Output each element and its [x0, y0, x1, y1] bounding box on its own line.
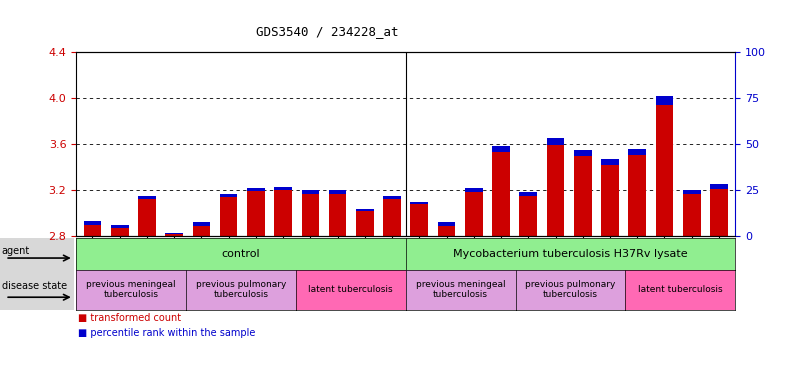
Bar: [519, 192, 537, 196]
Text: ■ percentile rank within the sample: ■ percentile rank within the sample: [78, 328, 256, 338]
Text: latent tuberculosis: latent tuberculosis: [638, 285, 723, 294]
Bar: [437, 222, 456, 236]
Text: latent tuberculosis: latent tuberculosis: [308, 285, 393, 294]
Bar: [83, 221, 101, 225]
Text: previous meningeal
tuberculosis: previous meningeal tuberculosis: [416, 280, 505, 300]
Bar: [192, 222, 210, 236]
Bar: [656, 96, 674, 236]
Bar: [410, 202, 429, 236]
Bar: [83, 221, 101, 236]
Text: previous pulmonary
tuberculosis: previous pulmonary tuberculosis: [525, 280, 616, 300]
Bar: [383, 196, 401, 236]
Bar: [165, 233, 183, 235]
Bar: [356, 209, 374, 236]
Bar: [710, 184, 728, 189]
Text: previous meningeal
tuberculosis: previous meningeal tuberculosis: [87, 280, 176, 300]
Bar: [546, 138, 565, 145]
Bar: [492, 146, 510, 236]
Bar: [192, 222, 210, 226]
Bar: [165, 233, 183, 236]
Bar: [410, 202, 429, 204]
Text: ■ transformed count: ■ transformed count: [78, 313, 182, 323]
Bar: [301, 190, 320, 236]
Bar: [138, 196, 155, 199]
Bar: [492, 146, 510, 152]
Text: agent: agent: [2, 246, 30, 256]
Bar: [328, 190, 347, 194]
Bar: [602, 159, 619, 236]
Bar: [574, 150, 592, 156]
Text: GDS3540 / 234228_at: GDS3540 / 234228_at: [256, 25, 399, 38]
Bar: [574, 150, 592, 236]
Bar: [437, 222, 456, 226]
Bar: [602, 159, 619, 165]
Bar: [656, 96, 674, 105]
Bar: [710, 184, 728, 236]
Bar: [328, 190, 347, 236]
Bar: [138, 196, 155, 236]
Text: disease state: disease state: [2, 281, 66, 291]
Bar: [274, 187, 292, 190]
Bar: [301, 190, 320, 194]
Bar: [629, 149, 646, 236]
Bar: [274, 187, 292, 236]
Bar: [383, 196, 401, 199]
Text: control: control: [222, 249, 260, 259]
Bar: [247, 188, 265, 191]
Bar: [683, 190, 701, 194]
Bar: [219, 194, 237, 236]
Bar: [356, 209, 374, 212]
Bar: [683, 190, 701, 236]
Bar: [519, 192, 537, 236]
Text: previous pulmonary
tuberculosis: previous pulmonary tuberculosis: [195, 280, 286, 300]
Bar: [629, 149, 646, 155]
Bar: [111, 225, 128, 236]
Text: Mycobacterium tuberculosis H37Rv lysate: Mycobacterium tuberculosis H37Rv lysate: [453, 249, 688, 259]
Bar: [546, 138, 565, 236]
Bar: [111, 225, 128, 228]
Bar: [247, 188, 265, 236]
Bar: [219, 194, 237, 197]
Bar: [465, 188, 483, 236]
Bar: [465, 188, 483, 192]
